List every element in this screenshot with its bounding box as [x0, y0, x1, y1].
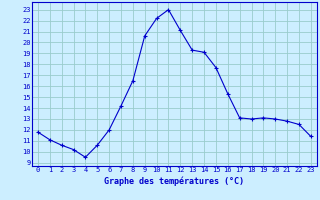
X-axis label: Graphe des températures (°C): Graphe des températures (°C) [104, 176, 244, 186]
